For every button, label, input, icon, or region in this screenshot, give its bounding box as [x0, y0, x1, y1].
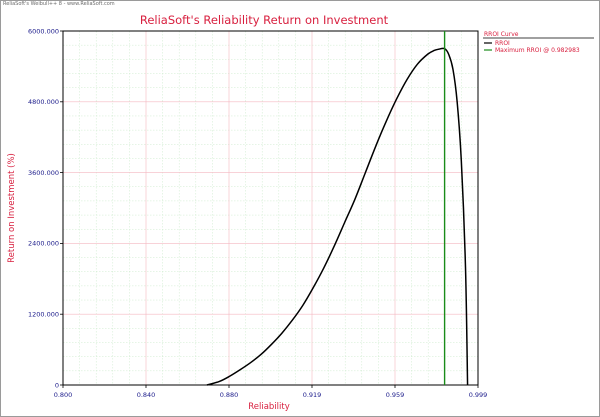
y-tick-label: 6000.000 [28, 27, 59, 35]
rroi-curve [206, 47, 469, 386]
major-gridlines [63, 31, 478, 385]
watermark: ReliaSoft's Weibull++ 8 - www.ReliaSoft.… [3, 1, 115, 7]
legend-entry-rroi: RROI [495, 40, 510, 47]
x-tick-label: 0.800 [54, 391, 73, 399]
x-tick-label: 0.880 [220, 391, 239, 399]
x-tick-label: 0.959 [386, 391, 405, 399]
y-tick-label: 3600.000 [28, 169, 59, 177]
y-tick-label: 4800.000 [28, 98, 59, 106]
legend: RROI Curve RROI Maximum RROI @ 0.982983 [483, 31, 594, 54]
series-layer [206, 31, 469, 386]
y-tick-label: 1200.000 [28, 311, 59, 319]
chart-title: ReliaSoft's Reliability Return on Invest… [140, 13, 389, 27]
y-tick-label: 0 [55, 381, 59, 389]
legend-entry-max-rroi: Maximum RROI @ 0.982983 [495, 47, 580, 54]
x-axis-ticks: 0.800 0.840 0.880 0.919 0.959 0.999 [54, 385, 488, 399]
y-tick-label: 2400.000 [28, 240, 59, 248]
x-axis-title: Reliability [248, 402, 290, 412]
y-axis-ticks: 0 1200.000 2400.000 3600.000 4800.000 6000.00… [28, 27, 63, 389]
x-tick-label: 0.840 [137, 391, 156, 399]
y-axis-title: Return on Investment (%) [7, 153, 17, 263]
legend-title: RROI Curve [484, 31, 519, 38]
plot-area [62, 30, 479, 386]
x-tick-label: 0.999 [469, 391, 488, 399]
minor-gridlines [63, 31, 478, 385]
x-tick-label: 0.919 [303, 391, 322, 399]
